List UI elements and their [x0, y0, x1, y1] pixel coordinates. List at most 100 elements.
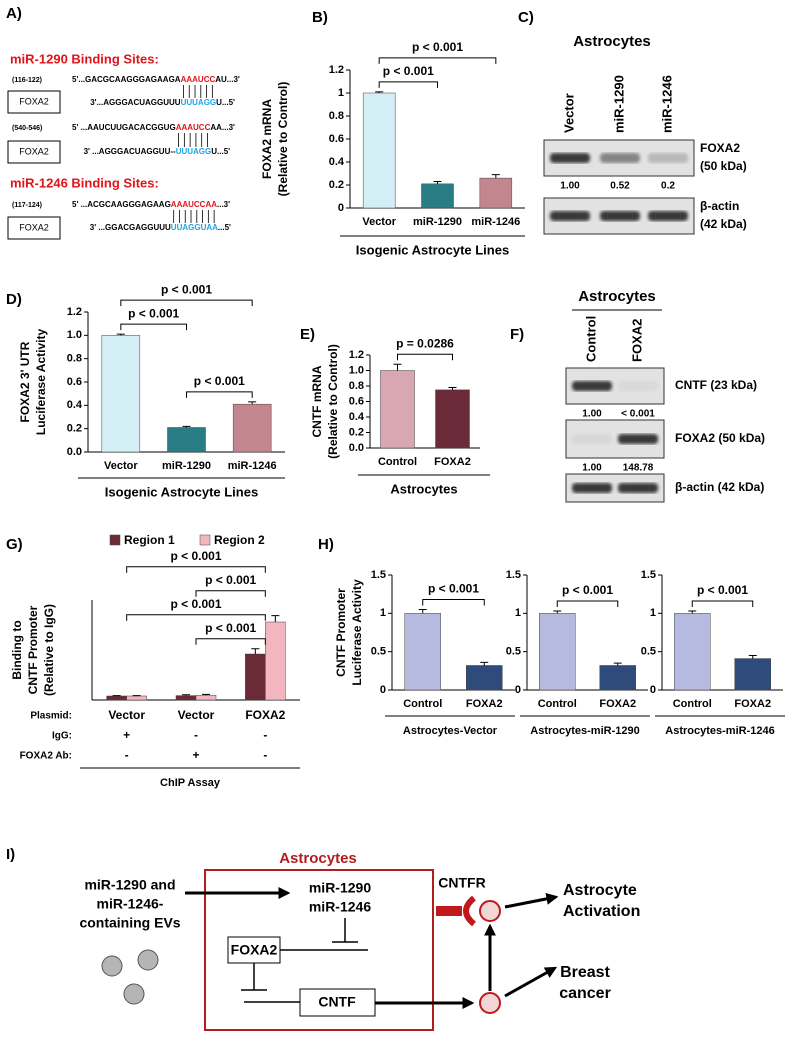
y-tick-label: 1.5 [641, 569, 656, 581]
y-tick-label: 0.8 [329, 110, 344, 122]
error-bar [393, 363, 402, 371]
site-range: (540-546) [12, 125, 42, 132]
band [600, 211, 640, 221]
legend-label: Region 2 [214, 533, 265, 547]
significance-bracket [195, 590, 266, 597]
sequence-part: AAAUCC [181, 75, 216, 84]
y-tick-label: 1.2 [349, 349, 364, 361]
y-tick-label: 1 [650, 607, 656, 619]
error-bar [375, 91, 384, 93]
sequence-part: 3' ...GGACGAGGUUU [90, 223, 171, 232]
y-tick-label: 1 [515, 607, 521, 619]
y-tick-label: 0.4 [67, 399, 83, 411]
x-tick-label: Control [673, 698, 712, 710]
ev [101, 955, 123, 977]
outcome-text: cancer [559, 985, 611, 1002]
x-tick-label: Control [403, 698, 442, 710]
y-tick-label: 0.6 [67, 376, 82, 388]
pathway-diagram: Astrocytes miR-1290 and miR-1246- contai… [79, 850, 640, 1031]
x-tick-label: miR-1290 [162, 460, 211, 472]
row-cell: - [194, 728, 198, 742]
bar [126, 695, 147, 701]
node-text: FOXA2 [231, 942, 278, 958]
gene-box [7, 90, 61, 114]
x-axis-label: ChIP Assay [160, 777, 221, 789]
y-tick-label: 0.6 [349, 395, 364, 407]
bar [435, 389, 470, 449]
bar [195, 694, 217, 701]
band [600, 153, 640, 163]
cntf-ligand [479, 992, 501, 1014]
y-tick-label: 1.0 [67, 329, 82, 341]
sequence-part: UUUAGG [176, 147, 212, 156]
receptor [463, 895, 477, 927]
p-value-label: p < 0.001 [170, 597, 221, 611]
row-cell: - [263, 728, 267, 742]
blot-label: β-actin (42 kDa) [675, 480, 764, 494]
ev [123, 983, 145, 1005]
blot-label: FOXA2 [700, 141, 740, 155]
error-bar [251, 648, 260, 654]
sequence-part: 5' ...ACGCAAGGGAGAAG [72, 200, 171, 209]
row-label: FOXA2 Ab: [20, 751, 72, 762]
x-tick-label: miR-1246 [228, 460, 277, 472]
gene-box [7, 140, 61, 164]
gene-label: FOXA2 [19, 222, 49, 232]
outcome-text: Breast [560, 964, 610, 981]
row-cell: - [125, 748, 129, 762]
error-bar [433, 181, 442, 184]
error-bar [553, 610, 562, 614]
bar [380, 370, 415, 449]
bar [175, 695, 197, 701]
panel-label: A) [6, 5, 22, 22]
y-tick-label: 0.5 [371, 646, 386, 658]
site-range: (116-122) [12, 77, 42, 84]
error-bar [613, 662, 622, 666]
y-tick-label: 0.0 [349, 442, 364, 454]
error-bar [271, 615, 280, 622]
p-value-label: p < 0.001 [205, 573, 256, 587]
y-axis-label: CNTF mRNA [310, 365, 324, 437]
lane-label: FOXA2 [629, 319, 644, 362]
error-bar [480, 661, 489, 666]
error-bar [182, 694, 190, 696]
panel-label: G) [6, 536, 23, 553]
lane-label: Vector [561, 93, 576, 133]
panel-label: H) [318, 536, 334, 553]
x-tick-label: FOXA2 [734, 698, 771, 710]
cntf-box [299, 988, 376, 1017]
y-axis-label: (Relative to Control) [276, 82, 290, 197]
sequence-part: 3' ...AGGGACUAGGUU-- [84, 147, 176, 156]
arrow [504, 966, 558, 998]
row-label: IgG: [52, 731, 72, 742]
p-value-label: p < 0.001 [194, 374, 245, 388]
section-title: miR-1290 Binding Sites: [10, 51, 159, 66]
row-cell: Vector [108, 708, 145, 722]
band [572, 434, 612, 444]
receptor-text: CNTFR [438, 875, 485, 891]
sequence-part: UUAGGUAA [171, 223, 218, 232]
panel-label: B) [312, 9, 328, 26]
y-axis-label: (Relative to Control) [326, 344, 340, 459]
sequence-part: 5'...GACGCAAGGGAGAAGA [72, 75, 181, 84]
blot-label: β-actin [700, 199, 739, 213]
y-tick-label: 0 [380, 684, 386, 696]
x-tick-label: Vector [104, 460, 138, 472]
error-bar [491, 174, 500, 179]
y-axis-label: (Relative to IgG) [42, 604, 56, 696]
row-cell: FOXA2 [245, 708, 285, 722]
x-tick-label: FOXA2 [466, 698, 503, 710]
y-tick-label: 0.4 [349, 411, 365, 423]
y-axis-label: CNTF Promoter [334, 588, 348, 677]
y-tick-label: 1 [338, 87, 344, 99]
p-value-label: p < 0.001 [412, 40, 463, 54]
error-bar [202, 693, 210, 696]
panel-label: D) [6, 291, 22, 308]
source-text: miR-1290 and [84, 877, 175, 893]
lane-label: miR-1246 [659, 75, 674, 133]
y-tick-label: 0.6 [329, 133, 344, 145]
significance-bracket [378, 81, 438, 88]
y-tick-label: 0.0 [67, 446, 82, 458]
x-axis-label: Astrocytes [390, 481, 457, 496]
